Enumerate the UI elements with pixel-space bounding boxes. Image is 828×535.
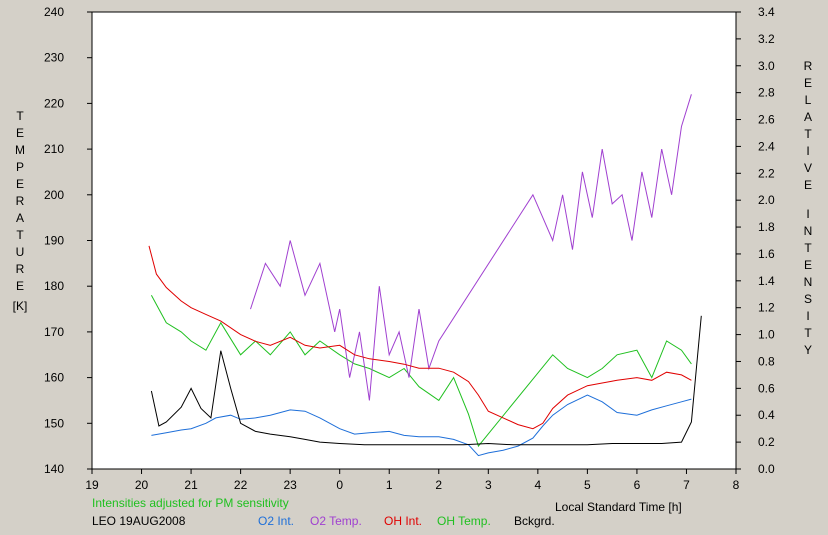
y-left-tick-label: 160 xyxy=(44,371,64,385)
axis-label-letter: T xyxy=(16,109,24,123)
y-left-tick-label: 200 xyxy=(44,188,64,202)
x-tick-label: 5 xyxy=(584,478,591,492)
y-right-tick-label: 2.0 xyxy=(758,193,775,207)
axis-label-letter: E xyxy=(803,178,812,192)
axis-label-letter: I xyxy=(806,207,810,221)
series-line-bckgrd xyxy=(150,315,702,446)
series-line-oh-temp xyxy=(150,295,692,448)
axis-label-letter: L xyxy=(804,93,812,107)
y-right-tick-label: 2.8 xyxy=(758,86,775,100)
y-left-tick-label: 220 xyxy=(44,96,64,110)
legend-oh-temp: OH Temp. xyxy=(437,514,491,528)
axis-label-letter: N xyxy=(803,224,813,238)
y-left-tick-label: 240 xyxy=(44,5,64,19)
axis-label-letter: E xyxy=(15,279,24,293)
y-right-tick-label: 0.0 xyxy=(758,462,775,476)
legend-o2-temp: O2 Temp. xyxy=(310,514,362,528)
series-line-oh-int xyxy=(148,245,692,430)
axis-label-letter: T xyxy=(804,326,812,340)
axis-label-letter: V xyxy=(803,161,812,175)
y-right-tick-label: 3.2 xyxy=(758,32,775,46)
y-right-tick-label: 1.6 xyxy=(758,247,775,261)
y-right-tick-label: 2.6 xyxy=(758,113,775,127)
x-tick-label: 0 xyxy=(336,478,343,492)
x-tick-label: 1 xyxy=(386,478,393,492)
y-right-tick-label: 0.2 xyxy=(758,435,775,449)
x-tick-label: 23 xyxy=(283,478,297,492)
series-line-o2-int xyxy=(151,394,692,457)
x-tick-label: 21 xyxy=(184,478,198,492)
x-tick-label: 6 xyxy=(634,478,641,492)
axis-label-letter: I xyxy=(806,144,810,158)
pm-note: Intensities adjusted for PM sensitivity xyxy=(92,496,289,510)
y-left-tick-label: 170 xyxy=(44,325,64,339)
y-right-tick-label: 0.4 xyxy=(758,408,775,422)
axis-label-letter: T xyxy=(804,241,812,255)
y-left-tick-label: 180 xyxy=(44,279,64,293)
y-right-tick-label: 3.4 xyxy=(758,5,775,19)
series-group xyxy=(148,94,702,457)
axis-label-letter: A xyxy=(803,110,812,124)
y-right-tick-label: 2.2 xyxy=(758,166,775,180)
x-tick-label: 3 xyxy=(485,478,492,492)
axis-label-letter: Y xyxy=(803,343,812,357)
station-label: LEO 19AUG2008 xyxy=(92,514,186,528)
axis-label-letter: R xyxy=(803,59,813,73)
y-right-tick-label: 1.0 xyxy=(758,328,775,342)
y-right-tick-label: 3.0 xyxy=(758,59,775,73)
y-left-tick-label: 210 xyxy=(44,142,64,156)
axis-label-letter: N xyxy=(803,275,813,289)
y-left-tick-label: 140 xyxy=(44,462,64,476)
axis-label-letter: U xyxy=(15,245,25,259)
axis-label-letter: P xyxy=(15,160,24,174)
axis-label-letter: E xyxy=(803,258,812,272)
x-tick-label: 20 xyxy=(135,478,149,492)
axis-label-letter: E xyxy=(803,76,812,90)
axis-label-letter: R xyxy=(15,194,25,208)
axis-label-letter: M xyxy=(15,143,25,157)
x-tick-label: 2 xyxy=(435,478,442,492)
legend-o2-int: O2 Int. xyxy=(258,514,295,528)
axis-label-letter: A xyxy=(15,211,24,225)
x-axis-label: Local Standard Time [h] xyxy=(555,500,682,514)
y-right-tick-label: 0.6 xyxy=(758,381,775,395)
legend-bckgrd: Bckgrd. xyxy=(514,514,555,528)
axis-label-letter: T xyxy=(804,127,812,141)
x-tick-label: 8 xyxy=(733,478,740,492)
y-right-tick-label: 1.2 xyxy=(758,301,775,315)
axis-label-letter: E xyxy=(15,177,24,191)
y-right-tick-label: 0.8 xyxy=(758,354,775,368)
series-line-o2-temp xyxy=(250,94,692,401)
y-left-tick-label: 190 xyxy=(44,234,64,248)
legend-oh-int: OH Int. xyxy=(384,514,423,528)
x-tick-label: 22 xyxy=(234,478,248,492)
y-left-unit: [K] xyxy=(12,299,28,313)
axis-label-letter: I xyxy=(806,309,810,323)
y-left-tick-label: 150 xyxy=(44,416,64,430)
x-tick-label: 19 xyxy=(85,478,99,492)
axis-label-letter: T xyxy=(16,228,24,242)
x-tick-label: 7 xyxy=(683,478,690,492)
axis-label-letter: R xyxy=(15,262,25,276)
y-right-tick-label: 2.4 xyxy=(758,139,775,153)
axis-label-letter: S xyxy=(803,292,812,306)
plot-area xyxy=(91,11,737,470)
axis-ticks: 19 20 21 22 23 0 1 2 3 4 5 6 7 8140150160170180190200… xyxy=(44,5,775,492)
y-left-tick-label: 230 xyxy=(44,51,64,65)
y-right-tick-label: 1.8 xyxy=(758,220,775,234)
y-right-tick-label: 1.4 xyxy=(758,274,775,288)
x-tick-label: 4 xyxy=(535,478,542,492)
axis-label-letter: E xyxy=(15,126,24,140)
